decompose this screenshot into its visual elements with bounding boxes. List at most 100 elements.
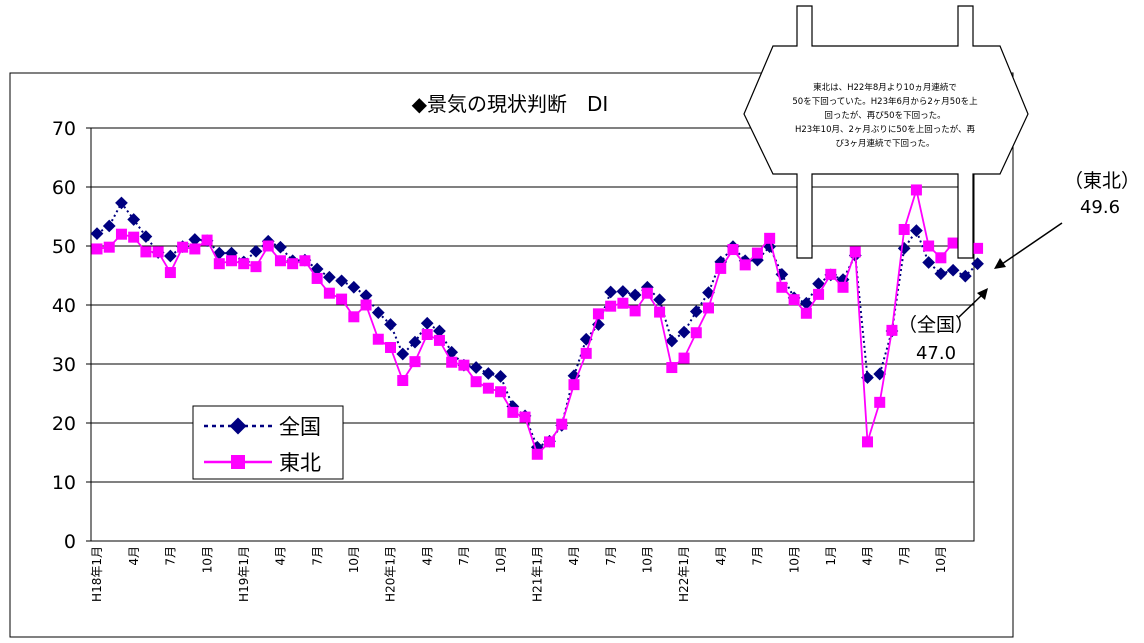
data-point-zenkoku [188,233,202,246]
x-tick-label: 4月 [714,546,728,566]
data-point-tohoku [409,356,421,368]
data-point-zenkoku [115,196,128,210]
data-point-tohoku [91,243,103,255]
data-point-tohoku [898,223,910,235]
data-point-tohoku [678,352,690,364]
chart-title: ◆景気の現状判断 DI [412,92,609,116]
x-tick-label: 10月 [934,546,948,573]
data-point-tohoku [592,308,604,320]
tohoku-end-arrow [1001,222,1063,265]
x-tick-label: 4月 [274,546,288,566]
data-point-tohoku [299,255,311,267]
data-point-zenkoku [359,289,373,302]
x-tick-label: 1月 [824,546,838,566]
data-point-tohoku [495,386,507,398]
data-point-tohoku [800,307,812,319]
data-point-zenkoku [164,249,177,263]
data-point-tohoku [458,359,470,371]
data-point-tohoku [238,258,250,270]
callout-line-3: 回ったが、再び50を下回った。 [824,110,945,121]
data-point-tohoku [287,258,299,270]
data-point-tohoku [544,436,556,448]
x-tick-label: 10月 [347,546,361,573]
data-point-tohoku [311,272,323,284]
legend-label-tohoku: 東北 [279,451,321,475]
data-point-tohoku [433,334,445,346]
zenkoku-end-arrow [957,293,984,319]
plot-area [90,127,975,542]
data-point-tohoku [323,287,335,299]
y-axis: 0 10 20 30 40 50 60 70 [52,118,91,553]
callout-shape [743,5,1029,259]
x-tick-label: 7月 [751,546,765,566]
data-point-tohoku [177,241,189,253]
y-tick-label-20: 20 [52,413,76,435]
data-point-tohoku [556,418,568,430]
x-tick-label: H22年1月 [677,546,691,602]
x-tick-label: H21年1月 [530,546,544,602]
data-point-zenkoku [481,367,495,380]
data-point-tohoku [372,333,384,345]
data-point-zenkoku [371,306,385,320]
data-point-tohoku [861,436,873,448]
y-tick-label-40: 40 [52,295,76,317]
y-tick-label-70: 70 [52,118,76,140]
data-point-tohoku [385,341,397,353]
data-point-tohoku [935,252,947,264]
data-point-zenkoku [396,347,410,361]
data-point-tohoku [874,396,886,408]
callout-line-5: び3ヶ月連続で下回った。 [836,138,935,149]
data-point-tohoku [666,362,678,374]
data-point-zenkoku [323,270,336,284]
data-point-tohoku [886,324,898,336]
data-point-tohoku [837,281,849,293]
data-point-tohoku [250,261,262,273]
data-point-tohoku [568,379,580,391]
data-point-zenkoku [139,230,153,243]
x-tick-label: 4月 [567,546,581,566]
data-point-tohoku [103,241,115,253]
x-tick-label: 7月 [457,546,471,566]
y-tick-label-50: 50 [52,236,76,258]
data-point-tohoku [751,247,763,259]
data-point-tohoku [947,237,959,249]
data-point-zenkoku [90,227,104,240]
tohoku-end-arrowhead [994,258,1006,269]
series-layer [90,184,984,460]
x-tick-label: 7月 [604,546,618,566]
data-point-tohoku [788,294,800,306]
data-point-tohoku [115,228,127,240]
data-point-tohoku [849,246,861,258]
legend-box [192,405,344,480]
y-tick-label-0: 0 [64,531,76,553]
data-point-tohoku [690,327,702,339]
x-tick-label: 7月 [897,546,911,566]
zenkoku-end-label: （全国） [898,314,974,336]
data-point-zenkoku [494,370,507,383]
data-point-tohoku [262,240,274,252]
data-point-tohoku [189,243,201,255]
data-point-tohoku [641,287,653,299]
callout-line-1: 東北は、H22年8月より10ヵ月連続で [813,82,957,93]
x-tick-label: 10月 [200,546,214,573]
data-point-tohoku [617,297,629,309]
data-point-tohoku [482,382,494,394]
x-axis: H18年1月 4月 7月 10月 H19年1月 4月 7月 10月 H20年1月 4月 7月 10月 H… [90,546,948,602]
data-point-zenkoku [335,274,348,288]
x-tick-label: 4月 [127,546,141,566]
data-point-tohoku [703,302,714,314]
data-point-zenkoku [408,335,422,349]
data-point-tohoku [715,262,727,274]
data-point-zenkoku [274,240,287,254]
callout-line-4: H23年10月、2ヶ月ぶりに50を上回ったが、再 [795,124,976,135]
data-point-tohoku [519,411,531,423]
x-tick-label: 10月 [494,546,508,573]
data-point-tohoku [201,234,213,246]
data-point-tohoku [727,244,739,256]
data-point-tohoku [813,288,825,300]
data-point-tohoku [605,300,617,312]
data-point-zenkoku [420,316,434,330]
legend-marker-zenkoku [229,417,247,435]
